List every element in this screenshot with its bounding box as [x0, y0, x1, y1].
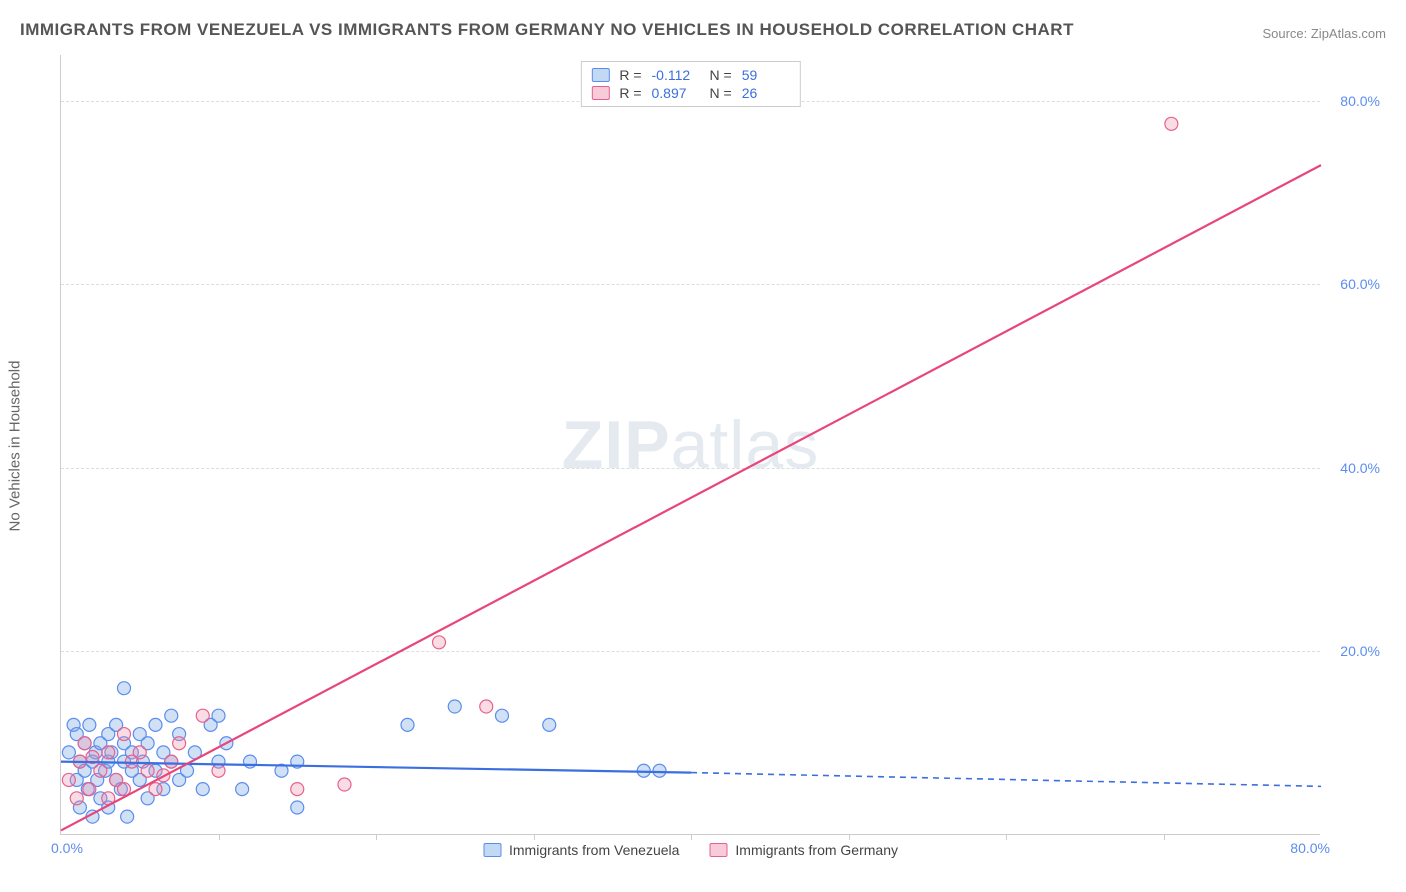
venezuela-point	[83, 718, 96, 731]
n-value: 26	[742, 85, 790, 101]
y-tick-label: 80.0%	[1325, 93, 1380, 109]
x-tick	[849, 834, 850, 840]
venezuela-point	[121, 810, 134, 823]
venezuela-point	[244, 755, 257, 768]
x-end-label: 80.0%	[1290, 840, 1330, 856]
germany-point	[173, 737, 186, 750]
stats-swatch	[591, 68, 609, 82]
stats-legend-box: R = -0.112 N = 59 R = 0.897 N = 26	[580, 61, 800, 107]
source-value: ZipAtlas.com	[1311, 26, 1386, 41]
chart-title: IMMIGRANTS FROM VENEZUELA VS IMMIGRANTS …	[20, 20, 1074, 40]
germany-point	[165, 755, 178, 768]
venezuela-trend-dashed	[691, 773, 1321, 787]
n-label: N =	[710, 67, 732, 83]
y-axis-label: No Vehicles in Household	[7, 361, 24, 532]
venezuela-point	[653, 764, 666, 777]
bottom-legend: Immigrants from Venezuela Immigrants from…	[483, 842, 898, 858]
venezuela-point	[496, 709, 509, 722]
germany-point	[291, 783, 304, 796]
germany-point	[70, 792, 83, 805]
x-tick	[376, 834, 377, 840]
chart-svg	[61, 55, 1320, 834]
venezuela-point	[291, 801, 304, 814]
legend-swatch	[709, 843, 727, 857]
venezuela-point	[401, 718, 414, 731]
germany-point	[480, 700, 493, 713]
legend-item: Immigrants from Germany	[709, 842, 898, 858]
germany-point	[196, 709, 209, 722]
germany-point	[433, 636, 446, 649]
venezuela-point	[448, 700, 461, 713]
y-tick-label: 40.0%	[1325, 460, 1380, 476]
venezuela-point	[149, 718, 162, 731]
germany-point	[141, 764, 154, 777]
legend-swatch	[483, 843, 501, 857]
germany-point	[102, 746, 115, 759]
legend-label: Immigrants from Germany	[735, 842, 898, 858]
x-tick	[1006, 834, 1007, 840]
source-attribution: Source: ZipAtlas.com	[1262, 26, 1386, 41]
x-tick	[219, 834, 220, 840]
germany-point	[212, 764, 225, 777]
germany-point	[83, 783, 96, 796]
legend-label: Immigrants from Venezuela	[509, 842, 679, 858]
venezuela-point	[196, 783, 209, 796]
germany-point	[338, 778, 351, 791]
n-label: N =	[710, 85, 732, 101]
germany-point	[118, 728, 131, 741]
venezuela-point	[118, 682, 131, 695]
germany-point	[78, 737, 91, 750]
stats-row: R = 0.897 N = 26	[591, 84, 789, 102]
y-tick-label: 20.0%	[1325, 643, 1380, 659]
n-value: 59	[742, 67, 790, 83]
x-tick	[691, 834, 692, 840]
venezuela-point	[165, 709, 178, 722]
germany-point	[94, 764, 107, 777]
source-label: Source:	[1262, 26, 1310, 41]
r-label: R =	[619, 67, 641, 83]
x-tick	[1164, 834, 1165, 840]
venezuela-point	[212, 709, 225, 722]
venezuela-point	[62, 746, 75, 759]
x-origin-label: 0.0%	[51, 840, 83, 856]
legend-item: Immigrants from Venezuela	[483, 842, 679, 858]
germany-point	[133, 746, 146, 759]
stats-row: R = -0.112 N = 59	[591, 66, 789, 84]
venezuela-point	[236, 783, 249, 796]
r-label: R =	[619, 85, 641, 101]
venezuela-point	[543, 718, 556, 731]
germany-trend	[61, 165, 1321, 830]
r-value: -0.112	[652, 67, 700, 83]
x-tick	[534, 834, 535, 840]
plot-area: ZIPatlas 20.0%40.0%60.0%80.0% 0.0% 80.0%…	[60, 55, 1320, 835]
y-tick-label: 60.0%	[1325, 276, 1380, 292]
germany-point	[62, 773, 75, 786]
germany-point	[149, 783, 162, 796]
germany-point	[1165, 117, 1178, 130]
r-value: 0.897	[652, 85, 700, 101]
stats-swatch	[591, 86, 609, 100]
